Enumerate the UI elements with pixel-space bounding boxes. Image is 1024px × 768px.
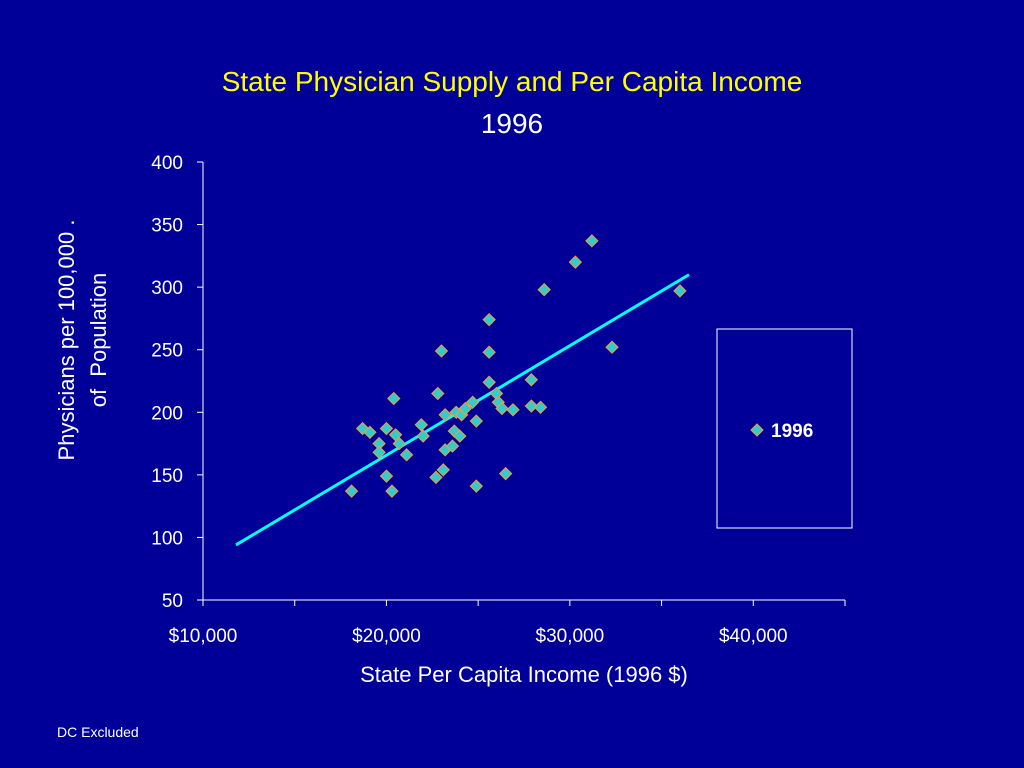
data-point bbox=[431, 386, 445, 401]
data-point bbox=[379, 421, 394, 436]
data-point bbox=[469, 414, 484, 428]
data-point bbox=[524, 399, 539, 413]
y-tick-label: 150 bbox=[151, 466, 183, 487]
x-tick-label: $30,000 bbox=[536, 626, 605, 647]
data-point bbox=[465, 395, 480, 409]
chart-subtitle: 1996 bbox=[480, 108, 544, 139]
data-point bbox=[605, 340, 619, 354]
data-points bbox=[344, 234, 687, 498]
data-point bbox=[482, 312, 496, 327]
data-point bbox=[482, 345, 496, 359]
y-tick-label: 400 bbox=[151, 153, 183, 174]
x-tick-label: $20,000 bbox=[352, 626, 421, 647]
data-point bbox=[344, 484, 359, 498]
x-axis-label: State Per Capita Income (1996 $) bbox=[360, 662, 688, 687]
data-point bbox=[585, 234, 599, 248]
data-point bbox=[363, 425, 377, 440]
data-point bbox=[429, 470, 443, 485]
data-point bbox=[379, 469, 394, 483]
data-point bbox=[495, 401, 509, 416]
data-point bbox=[568, 255, 583, 269]
x-tick-label: $40,000 bbox=[719, 626, 788, 647]
data-point bbox=[469, 479, 484, 493]
data-point bbox=[414, 418, 428, 432]
data-point bbox=[673, 284, 687, 298]
data-point bbox=[482, 375, 496, 389]
data-point bbox=[372, 445, 386, 460]
data-point bbox=[453, 429, 467, 443]
data-point bbox=[445, 439, 460, 453]
data-point bbox=[387, 391, 401, 406]
legend-box bbox=[716, 328, 853, 529]
y-tick-label: 350 bbox=[151, 216, 183, 237]
y-tick-label: 300 bbox=[151, 278, 183, 299]
data-point bbox=[438, 408, 452, 422]
data-point bbox=[506, 403, 520, 417]
data-point bbox=[416, 429, 430, 443]
legend: 1996 bbox=[716, 328, 853, 529]
chart-title: State Physician Supply and Per Capita In… bbox=[221, 66, 803, 97]
data-point bbox=[458, 401, 473, 416]
y-tick-label: 100 bbox=[151, 528, 183, 549]
legend-label: 1996 bbox=[771, 421, 813, 442]
data-point bbox=[434, 344, 449, 358]
footnote: DC Excluded bbox=[57, 724, 139, 740]
data-point bbox=[392, 436, 406, 451]
data-point bbox=[436, 463, 450, 477]
y-tick-label: 50 bbox=[162, 591, 183, 612]
data-point bbox=[498, 466, 513, 481]
data-point bbox=[385, 484, 399, 498]
axes: 50 100 150 200 250 300 350 400 $10,000 $20,000 $30… bbox=[151, 153, 846, 647]
legend-marker bbox=[750, 423, 764, 437]
data-point bbox=[524, 373, 539, 387]
y-tick-label: 200 bbox=[151, 403, 183, 424]
data-point bbox=[399, 448, 414, 462]
data-point bbox=[537, 282, 551, 297]
y-tick-label: 250 bbox=[151, 341, 183, 362]
data-point bbox=[533, 400, 548, 414]
x-tick-label: $10,000 bbox=[169, 626, 238, 647]
